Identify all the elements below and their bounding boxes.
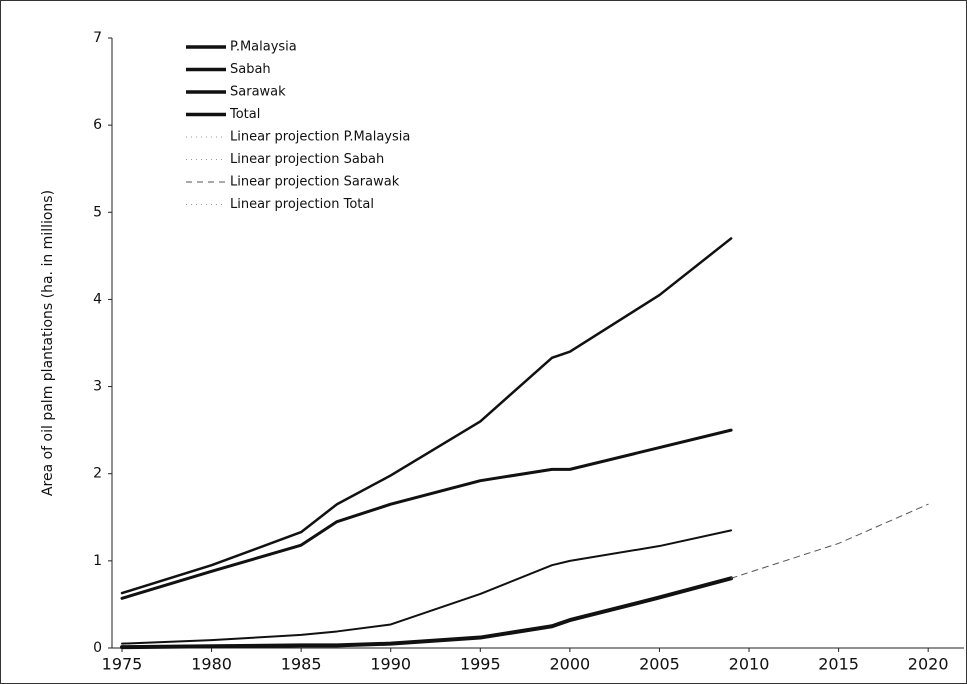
x-tick-label: 1975 (102, 655, 143, 674)
legend-label: Sarawak (230, 85, 286, 100)
legend-label: Linear projection Sarawak (230, 175, 400, 190)
y-tick-label: 4 (93, 291, 102, 307)
legend-label: Linear projection P.Malaysia (230, 130, 410, 145)
legend-label: Linear projection Total (230, 197, 374, 212)
x-tick-label: 2020 (908, 655, 949, 674)
series-line (120, 237, 733, 595)
y-tick-label: 7 (93, 30, 102, 46)
series-line (120, 576, 734, 650)
series-line (120, 428, 733, 600)
y-tick-label: 2 (93, 466, 102, 482)
y-tick-label: 0 (93, 640, 102, 656)
y-tick-label: 1 (93, 553, 102, 569)
x-tick-label: 1980 (191, 655, 232, 674)
x-tick-label: 1985 (281, 655, 322, 674)
legend-label: Total (229, 107, 260, 122)
x-tick-label: 2005 (639, 655, 680, 674)
y-tick-label: 5 (93, 204, 102, 220)
y-axis-label: Area of oil palm plantations (ha. in mil… (40, 190, 56, 496)
x-tick-label: 2010 (729, 655, 770, 674)
x-tick-label: 1990 (370, 655, 411, 674)
x-tick-label: 1995 (460, 655, 501, 674)
y-tick-label: 6 (93, 117, 102, 133)
legend-label: Sabah (230, 62, 271, 77)
series-line (730, 503, 929, 579)
legend-label: P.Malaysia (230, 40, 297, 55)
legend-label: Linear projection Sabah (230, 152, 384, 167)
y-tick-label: 3 (93, 379, 102, 395)
x-tick-label: 2000 (550, 655, 591, 674)
series-line (121, 529, 733, 645)
x-tick-label: 2015 (818, 655, 859, 674)
